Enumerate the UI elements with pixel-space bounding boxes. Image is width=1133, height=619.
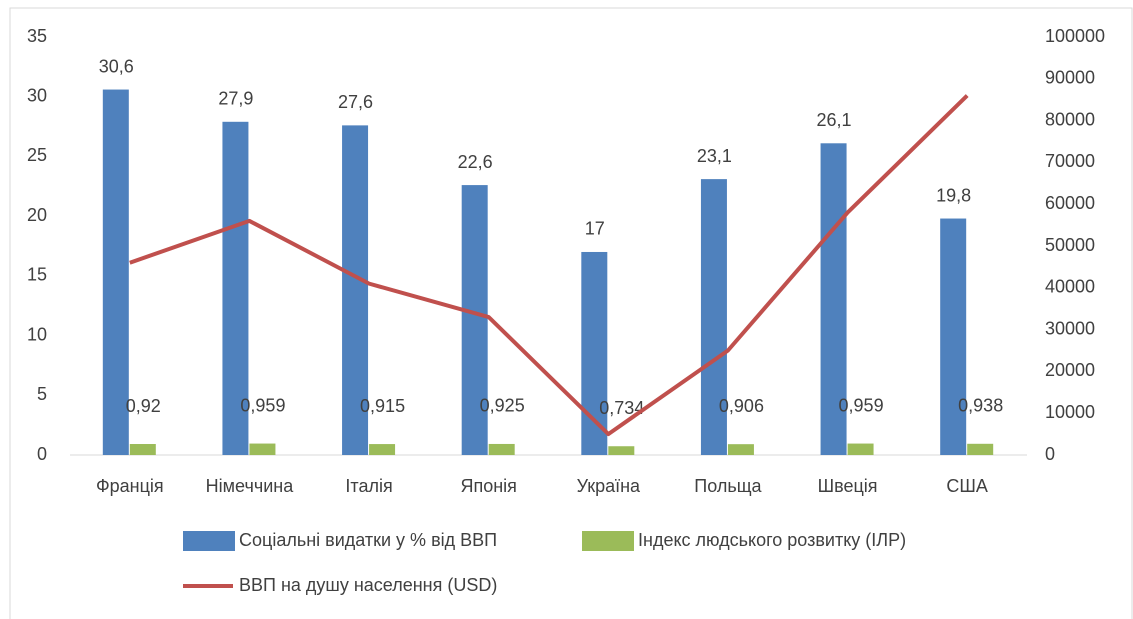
data-label: 22,6	[458, 152, 493, 172]
bar	[820, 143, 847, 455]
bar	[940, 218, 967, 455]
bar	[222, 121, 249, 456]
data-label: 26,1	[817, 110, 852, 130]
bar	[847, 443, 874, 455]
y2-tick-label: 40000	[1045, 277, 1095, 297]
data-label: 0,959	[839, 395, 884, 415]
x-tick-label: США	[946, 476, 988, 496]
data-label: 23,1	[697, 146, 732, 166]
y2-tick-label: 30000	[1045, 318, 1095, 338]
x-tick-label: Польща	[694, 476, 762, 496]
bar	[342, 125, 369, 456]
legend-label: Соціальні видатки у % від ВВП	[239, 530, 497, 550]
y-tick-label: 10	[27, 324, 47, 344]
bar	[581, 251, 608, 455]
bar	[608, 446, 635, 455]
y2-tick-label: 0	[1045, 444, 1055, 464]
data-label: 0,906	[719, 396, 764, 416]
data-label: 0,734	[599, 398, 644, 418]
data-label: 0,915	[360, 396, 405, 416]
x-tick-label: Німеччина	[206, 476, 295, 496]
data-label: 19,8	[936, 185, 971, 205]
y-tick-label: 35	[27, 26, 47, 46]
bar	[967, 443, 994, 455]
data-label: 17	[585, 219, 605, 239]
data-label: 30,6	[99, 56, 134, 76]
x-tick-label: Японія	[460, 476, 516, 496]
data-label: 27,9	[218, 89, 253, 109]
line-series	[129, 94, 969, 437]
data-label: 0,92	[126, 396, 161, 416]
x-tick-label: Франція	[96, 476, 164, 496]
legend-label: ВВП на душу населення (USD)	[239, 575, 497, 595]
y-tick-label: 30	[27, 85, 47, 105]
bar	[249, 443, 276, 455]
x-tick-label: Швеція	[818, 476, 878, 496]
legend-label: Індекс людського розвитку (ІЛР)	[638, 530, 906, 550]
y-tick-label: 0	[37, 444, 47, 464]
y2-tick-label: 100000	[1045, 26, 1105, 46]
y-tick-label: 25	[27, 145, 47, 165]
x-tick-label: Україна	[577, 476, 641, 496]
y2-tick-label: 60000	[1045, 193, 1095, 213]
y2-tick-label: 20000	[1045, 360, 1095, 380]
y2-tick-label: 80000	[1045, 109, 1095, 129]
y2-tick-label: 90000	[1045, 68, 1095, 88]
legend-swatch	[183, 531, 235, 551]
bar	[129, 444, 156, 455]
data-label: 0,938	[958, 396, 1003, 416]
bar	[727, 444, 754, 455]
y2-tick-label: 10000	[1045, 402, 1095, 422]
bar	[700, 179, 727, 455]
data-label: 0,925	[480, 396, 525, 416]
y2-tick-label: 70000	[1045, 151, 1095, 171]
bar	[488, 443, 515, 455]
y-tick-label: 15	[27, 265, 47, 285]
bar	[461, 185, 488, 455]
x-tick-label: Італія	[345, 476, 392, 496]
legend-swatch	[582, 531, 634, 551]
y-tick-label: 5	[37, 384, 47, 404]
y-tick-label: 20	[27, 205, 47, 225]
data-label: 27,6	[338, 92, 373, 112]
bar	[369, 444, 396, 455]
data-label: 0,959	[240, 395, 285, 415]
bar	[102, 89, 129, 455]
y2-tick-label: 50000	[1045, 235, 1095, 255]
